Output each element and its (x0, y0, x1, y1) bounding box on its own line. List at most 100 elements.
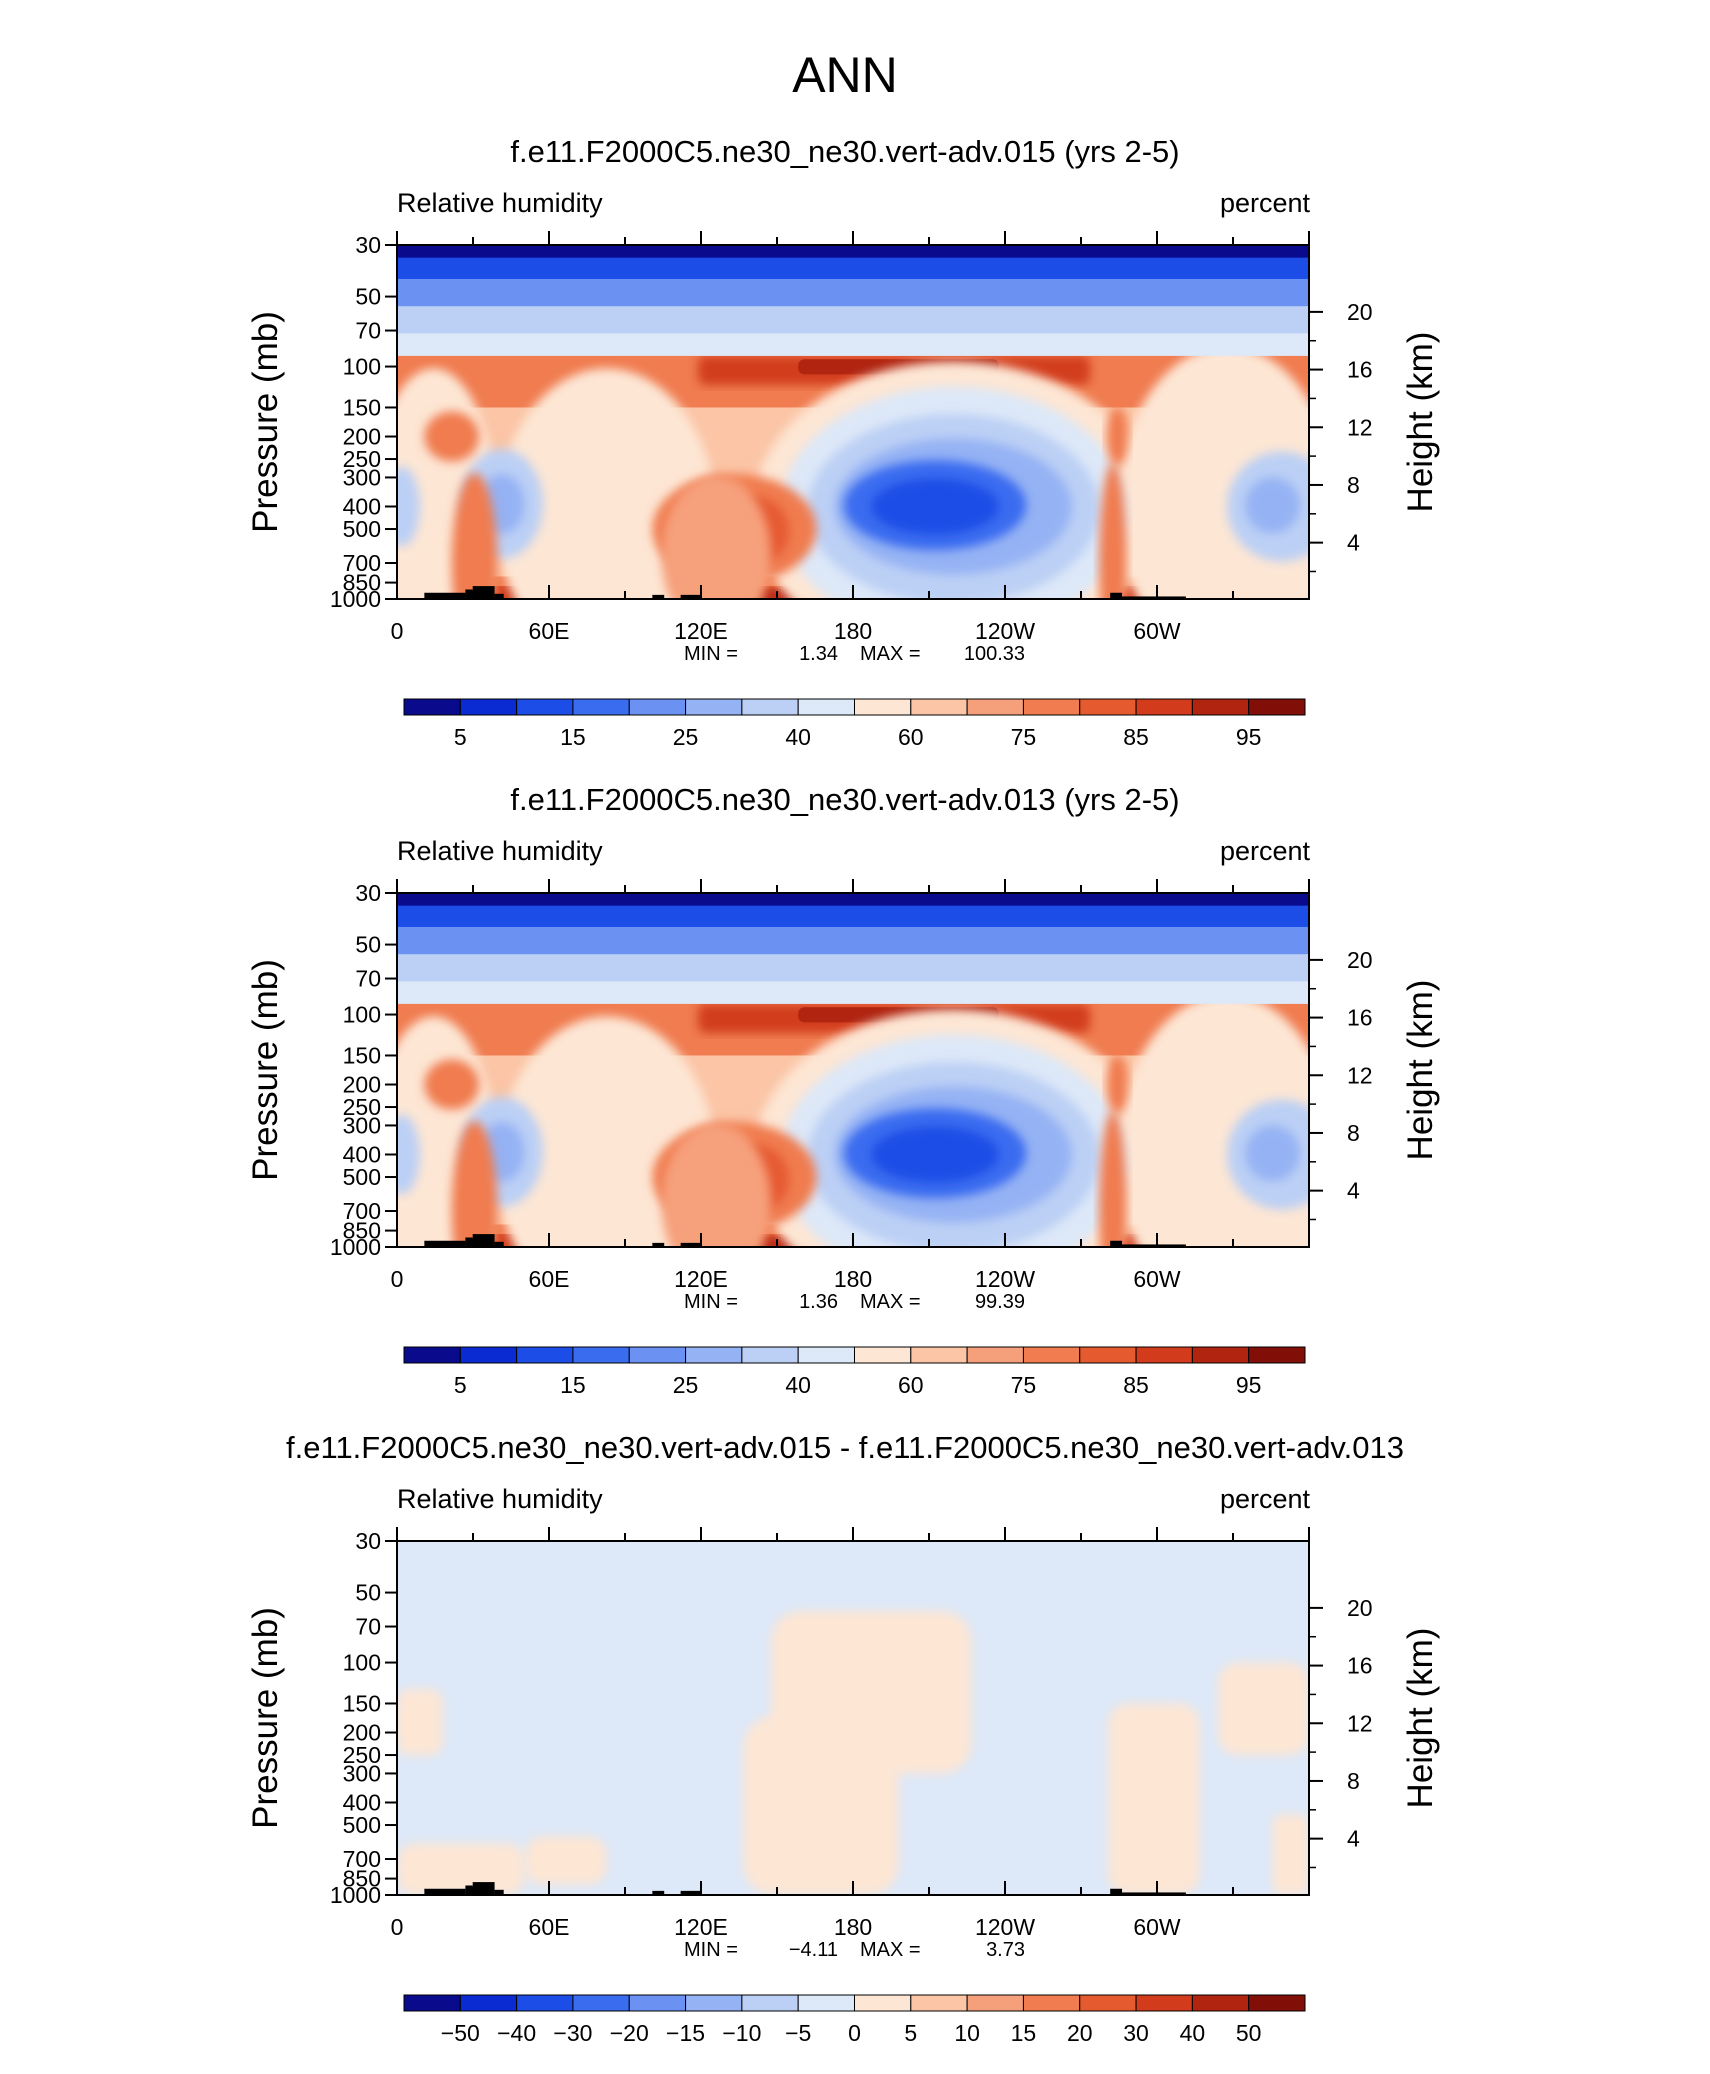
x-tick-label: 120W (975, 1266, 1035, 1292)
colorbar-swatch (459, 1346, 518, 1364)
colorbar-label: −40 (497, 2020, 536, 2046)
terrain-block (424, 1888, 466, 1895)
colorbar-label: 75 (1011, 1372, 1037, 1398)
y-tick-label: 400 (343, 1141, 381, 1167)
colorbar-label: 15 (560, 1372, 586, 1398)
stats-min-label: MIN = (684, 1291, 738, 1313)
y2-tick-label: 12 (1347, 1062, 1373, 1088)
terrain-block (1122, 1892, 1186, 1895)
contour-fill (1106, 1054, 1129, 1115)
terrain-block (465, 1237, 473, 1247)
y2-axis-title: Height (km) (1401, 332, 1440, 513)
stats-min-label: MIN = (684, 643, 738, 665)
y2-tick-label: 12 (1347, 414, 1373, 440)
x-tick-label: 0 (391, 1266, 404, 1292)
terrain-block (652, 1890, 665, 1895)
colorbar-swatch (1022, 1994, 1081, 2012)
terrain-block (652, 594, 665, 599)
terrain-block (472, 1234, 495, 1247)
colorbar-label: 60 (898, 724, 924, 750)
colorbar-swatch (516, 698, 574, 716)
stats-min-value: 1.34 (799, 643, 838, 665)
colorbar-swatch (1248, 698, 1306, 716)
terrain-block (1110, 1888, 1123, 1895)
y-tick-label: 500 (343, 516, 381, 542)
terrain-block (472, 586, 495, 599)
y-tick-label: 300 (343, 464, 381, 490)
x-tick-label: 120W (975, 1914, 1035, 1940)
contour-fill (397, 245, 1309, 258)
terrain-block (424, 1240, 466, 1247)
colorbar-label: 60 (898, 1372, 924, 1398)
y2-tick-label: 4 (1347, 530, 1360, 556)
colorbar-label: −50 (441, 2020, 480, 2046)
colorbar-label: 50 (1236, 2020, 1262, 2046)
stats-max-value: 3.73 (986, 1939, 1025, 1961)
contour-fill (451, 1121, 498, 1247)
x-tick-label: 60E (529, 1914, 570, 1940)
y-tick-label: 200 (343, 424, 381, 450)
colorbar-swatch (854, 698, 912, 716)
colorbar-label: 5 (454, 724, 467, 750)
terrain-block (472, 1882, 495, 1895)
y-tick-label: 700 (343, 1198, 381, 1224)
stats-min-value: −4.11 (789, 1939, 838, 1961)
y-tick-label: 700 (343, 550, 381, 576)
y-tick-label: 500 (343, 1812, 381, 1838)
x-tick-label: 60E (529, 1266, 570, 1292)
colorbar-label: 5 (904, 2020, 917, 2046)
y2-axis-title: Height (km) (1401, 980, 1440, 1161)
y-axis-title: Pressure (mb) (246, 959, 285, 1181)
y-tick-label: 850 (343, 1866, 381, 1892)
colorbar-label: 15 (1011, 2020, 1037, 2046)
y-tick-label: 30 (355, 1528, 381, 1554)
x-tick-label: 60E (529, 618, 570, 644)
y-tick-label: 700 (343, 1846, 381, 1872)
colorbar-swatch (516, 1346, 574, 1364)
y-tick-label: 50 (355, 932, 381, 958)
y-tick-label: 1000 (330, 1234, 381, 1260)
stats-min-value: 1.36 (799, 1291, 838, 1313)
colorbar-swatch (741, 1994, 799, 2012)
y-tick-label: 400 (343, 1789, 381, 1815)
colorbar-label: 40 (1180, 2020, 1206, 2046)
y-tick-label: 50 (355, 1580, 381, 1606)
contour-fill (1245, 1125, 1300, 1182)
y2-tick-label: 20 (1347, 1595, 1373, 1621)
colorbar-swatch (854, 1346, 912, 1364)
y2-tick-label: 20 (1347, 947, 1373, 973)
chart-panel-2: f.e11.F2000C5.ne30_ne30.vert-adv.013 (yr… (246, 782, 1440, 1398)
units-label: percent (1220, 188, 1311, 218)
x-tick-label: 60W (1133, 1914, 1181, 1940)
x-tick-label: 120E (674, 1266, 728, 1292)
colorbar-swatch (797, 1346, 855, 1364)
y-tick-label: 500 (343, 1164, 381, 1190)
colorbar-swatch (966, 1994, 1024, 2012)
y-tick-label: 150 (343, 1690, 381, 1716)
y-tick-label: 850 (343, 1218, 381, 1244)
contour-field (397, 893, 1309, 1247)
contour-fill (661, 475, 771, 599)
terrain-block (465, 589, 473, 599)
colorbar-swatch (1135, 698, 1193, 716)
terrain-block (424, 592, 466, 599)
terrain-block (680, 1242, 701, 1247)
colorbar-label: 85 (1123, 1372, 1149, 1398)
units-label: percent (1220, 836, 1311, 866)
colorbar-label: 25 (673, 1372, 699, 1398)
contour-fill (871, 478, 999, 535)
colorbar-swatch (1135, 1994, 1193, 2012)
y-tick-label: 70 (355, 1614, 381, 1640)
terrain-block (465, 1885, 473, 1895)
colorbar-label: −15 (666, 2020, 705, 2046)
y-tick-label: 1000 (330, 1882, 381, 1908)
y-tick-label: 1000 (330, 586, 381, 612)
y-tick-label: 200 (343, 1720, 381, 1746)
y-axis-title: Pressure (mb) (246, 1607, 285, 1829)
contour-fill (1245, 477, 1300, 534)
contour-fill (397, 1114, 420, 1195)
colorbar-swatch (1079, 1994, 1137, 2012)
colorbar-swatch (403, 1346, 461, 1364)
colorbar-swatch (1135, 1346, 1193, 1364)
colorbar-label: 85 (1123, 724, 1149, 750)
